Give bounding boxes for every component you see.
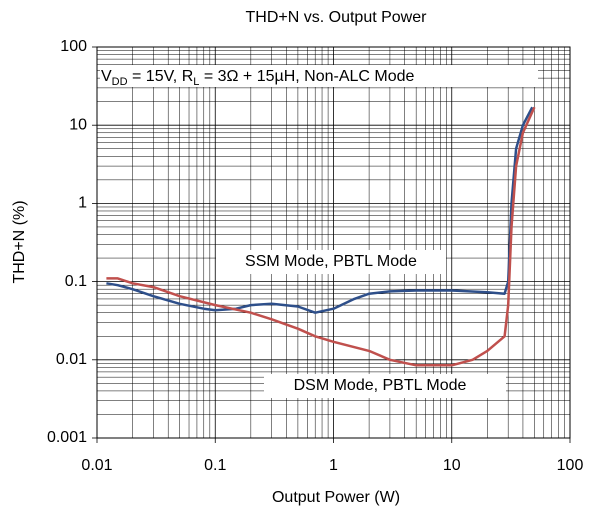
x-tick-label: 10 [443,457,461,474]
x-tick-label: 0.1 [204,457,226,474]
series-line [106,106,536,367]
annotation-part: DD [112,76,128,88]
y-tick-label: 100 [60,38,87,55]
x-tick-label: 1 [329,457,338,474]
annotation-part: = 15V, R [128,68,194,85]
y-tick-label: 1 [78,195,87,212]
series-label: SSM Mode, PBTL Mode [245,253,417,270]
x-axis-label: Output Power (W) [272,489,400,506]
label-bg [264,374,506,398]
chart-title: THD+N vs. Output Power [246,9,428,26]
annotation-part: V [101,68,112,85]
series-label: DSM Mode, PBTL Mode [294,377,467,394]
annotation-part: L [193,76,199,88]
plot-border [96,46,571,439]
lines [106,106,536,367]
x-tick-label: 100 [557,457,584,474]
y-tick-label: 10 [69,116,87,133]
label-bg [216,250,446,274]
y-axis-label: THD+N (%) [11,200,28,283]
y-tick-label: 0.01 [56,351,87,368]
annotation: VDD = 15V, RL = 3Ω + 15µH, Non-ALC Mode [101,68,415,88]
annotation-bg [100,65,538,87]
x-tick-label: 0.01 [81,457,112,474]
annotation-part: = 3Ω + 15µH, Non-ALC Mode [199,68,414,85]
y-tick-label: 0.1 [65,273,87,290]
y-tick-label: 0.001 [47,429,87,446]
